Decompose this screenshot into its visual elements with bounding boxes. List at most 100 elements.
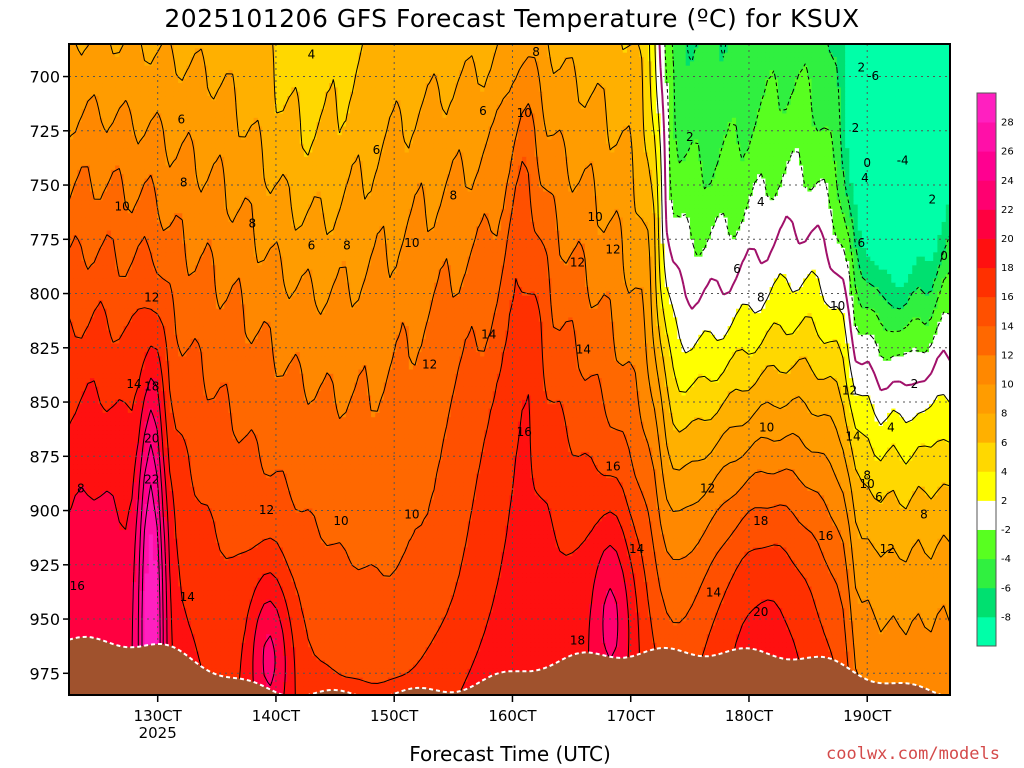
temperature-cell: [891, 117, 897, 123]
temperature-cell: [593, 44, 599, 49]
temperature-cell: [836, 117, 842, 123]
temperature-cell: [929, 70, 934, 75]
temperature-cell: [580, 100, 586, 106]
temperature-cell: [442, 57, 448, 62]
temperature-cell: [761, 100, 767, 106]
temperature-cell: [119, 96, 125, 102]
temperature-cell: [165, 87, 171, 93]
temperature-cell: [786, 91, 792, 97]
temperature-cell: [610, 83, 615, 88]
temperature-cell: [295, 100, 301, 106]
temperature-cell: [165, 109, 171, 115]
temperature-cell: [547, 130, 553, 136]
temperature-cell: [362, 57, 368, 62]
temperature-cell: [593, 91, 599, 97]
temperature-cell: [727, 122, 733, 128]
temperature-cell: [744, 52, 750, 58]
temperature-cell: [303, 122, 309, 128]
temperature-cell: [186, 52, 192, 58]
temperature-cell: [752, 91, 758, 97]
temperature-cell: [685, 135, 691, 141]
temperature-cell: [89, 78, 95, 84]
temperature-cell: [102, 100, 108, 106]
temperature-cell: [794, 122, 800, 128]
temperature-cell: [538, 143, 544, 149]
temperature-cell: [698, 44, 704, 49]
temperature-cell: [157, 139, 162, 145]
temperature-cell: [182, 135, 188, 141]
temperature-cell: [727, 44, 733, 49]
temperature-cell: [471, 48, 477, 54]
temperature-cell: [580, 135, 586, 141]
temperature-cell: [140, 113, 146, 119]
temperature-cell: [471, 96, 477, 102]
temperature-cell: [333, 57, 339, 62]
temperature-cell: [123, 48, 129, 54]
temperature-cell: [152, 122, 158, 128]
temperature-cell: [228, 48, 234, 54]
temperature-cell: [933, 48, 939, 54]
temperature-cell: [694, 143, 699, 149]
temperature-cell: [291, 126, 297, 132]
temperature-cell: [98, 143, 104, 149]
temperature-cell: [857, 65, 863, 71]
temperature-cell: [899, 74, 905, 80]
temperature-cell: [480, 122, 485, 128]
temperature-cell: [236, 83, 242, 88]
temperature-cell: [127, 104, 133, 110]
temperature-cell: [585, 65, 590, 71]
temperature-cell: [920, 104, 926, 110]
temperature-cell: [85, 70, 91, 75]
temperature-cell: [933, 44, 939, 49]
temperature-cell: [392, 70, 397, 75]
temperature-cell: [559, 143, 565, 149]
temperature-cell: [891, 52, 897, 58]
temperature-cell: [211, 61, 217, 67]
temperature-cell: [568, 135, 574, 141]
temperature-cell: [220, 87, 225, 93]
temperature-cell: [853, 52, 859, 58]
temperature-cell: [396, 61, 402, 67]
temperature-cell: [585, 126, 590, 132]
temperature-cell: [320, 87, 326, 93]
temperature-cell: [912, 96, 918, 102]
temperature-cell: [878, 130, 884, 136]
temperature-cell: [614, 100, 620, 106]
temperature-cell: [211, 78, 217, 84]
temperature-cell: [534, 139, 540, 145]
temperature-cell: [882, 117, 888, 123]
temperature-cell: [685, 100, 691, 106]
temperature-cell: [937, 87, 943, 93]
temperature-cell: [605, 122, 611, 128]
temperature-cell: [874, 91, 880, 97]
temperature-cell: [723, 109, 729, 115]
temperature-cell: [840, 130, 846, 136]
temperature-cell: [522, 139, 527, 145]
temperature-cell: [543, 61, 548, 67]
temperature-cell: [450, 57, 456, 62]
temperature-cell: [123, 91, 129, 97]
temperature-cell: [614, 96, 620, 102]
temperature-cell: [442, 96, 448, 102]
temperature-cell: [853, 104, 859, 110]
temperature-cell: [73, 44, 78, 49]
temperature-cell: [190, 109, 196, 115]
temperature-cell: [740, 91, 746, 97]
temperature-cell: [295, 78, 301, 84]
temperature-cell: [383, 126, 389, 132]
temperature-cell: [375, 130, 381, 136]
temperature-cell: [85, 91, 91, 97]
temperature-cell: [517, 104, 523, 110]
temperature-cell: [73, 61, 78, 67]
temperature-cell: [622, 57, 628, 62]
temperature-cell: [169, 135, 175, 141]
temperature-cell: [694, 113, 699, 119]
temperature-cell: [824, 87, 829, 93]
temperature-cell: [790, 48, 796, 54]
temperature-cell: [748, 57, 754, 62]
temperature-cell: [245, 113, 250, 119]
temperature-cell: [861, 87, 867, 93]
temperature-cell: [824, 139, 829, 145]
temperature-cell: [350, 83, 355, 88]
temperature-cell: [278, 96, 284, 102]
